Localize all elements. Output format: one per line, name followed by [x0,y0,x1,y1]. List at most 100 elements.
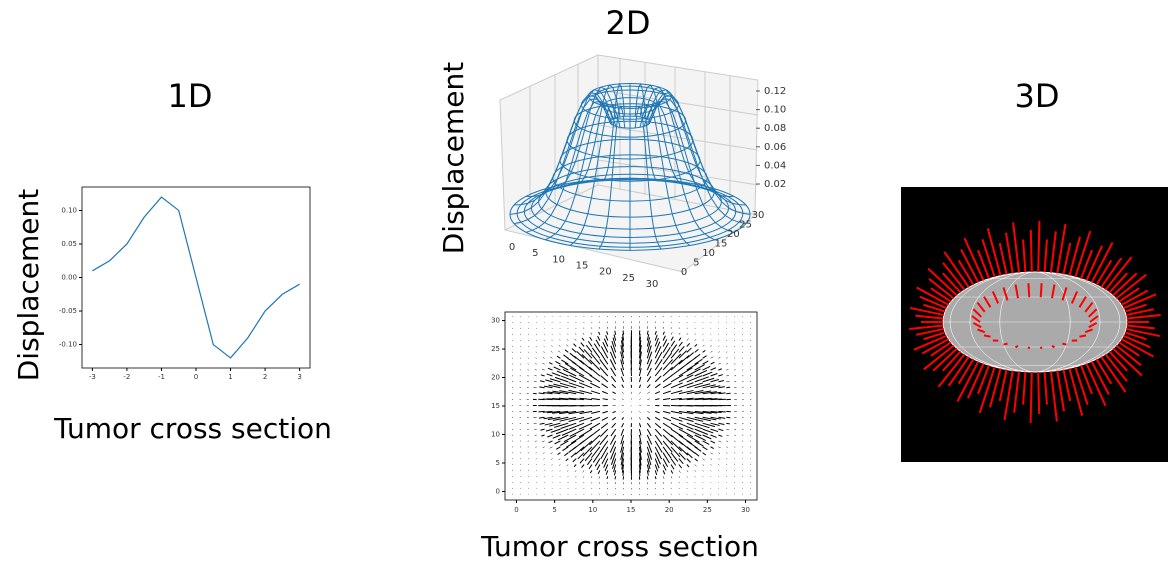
arrow [560,476,561,477]
arrow [718,465,719,466]
arrow [679,470,681,472]
line [92,197,299,358]
arrow [663,482,664,483]
arrow [655,417,660,420]
y-tick-label: 5 [693,258,699,269]
arrow [703,361,709,364]
arrow [574,465,576,467]
arrow [647,331,648,335]
arrow [573,459,576,462]
arrow [703,470,704,471]
arrow [598,336,600,340]
arrow [718,387,724,388]
arrow [601,376,608,382]
arrow [639,385,640,388]
arrow [564,453,568,456]
arrow [726,328,727,329]
arrow [540,423,545,424]
arrow [718,441,721,442]
arrow [544,465,545,466]
arrow [605,465,608,472]
arrow [575,476,576,477]
arrow [655,411,659,412]
arrow [580,459,584,464]
arrow [528,322,529,323]
arrow [622,411,624,412]
arrow [655,447,661,459]
x-tick-label: 5 [532,248,538,259]
arrow [734,316,735,317]
y-tick-label: 25 [491,345,500,353]
normal-arrow [1028,283,1029,297]
arrow [687,343,690,346]
arrow [622,399,624,400]
arrow [613,411,616,412]
arrow [602,391,608,393]
arrow [544,346,545,347]
arrow [718,435,722,436]
arrow [543,453,544,454]
arrow [606,470,608,474]
arrow [549,441,553,443]
arrow [695,354,700,358]
arrow [663,423,672,429]
arrow [711,447,714,449]
x-tick-label: 1 [228,373,232,381]
arrow [639,417,640,419]
arrow [695,344,697,346]
arrow [718,352,719,353]
arrow [703,459,705,461]
normal-arrow [1038,372,1039,414]
arrow [552,340,553,341]
normal-arrow [1063,344,1067,345]
arrow [711,380,719,382]
arrow [718,488,719,489]
arrow [612,384,616,388]
arrow [663,327,664,329]
arrow [539,387,544,388]
arrow [718,316,719,317]
arrow [663,470,665,474]
arrow [622,392,624,394]
arrow [687,470,688,472]
arrow [621,377,623,382]
arrow [607,482,608,484]
arrow [703,447,708,450]
arrow [547,374,553,376]
arrow [612,423,616,428]
arrow [568,322,569,323]
arrow [711,346,712,347]
arrow [695,359,703,364]
arrow [552,494,553,495]
arrow [560,316,561,317]
y-tick-label: 30 [752,210,765,221]
arrow [703,350,706,352]
arrow [612,417,615,420]
arrow [591,417,600,421]
arrow [726,363,728,364]
arrow [541,375,545,376]
arrow [599,327,600,329]
arrow [520,316,521,317]
arrow [559,465,560,466]
arrow [544,316,545,317]
arrow [687,482,688,483]
arrow [687,459,691,463]
arrow [639,399,640,400]
arrow [534,423,537,424]
arrow [726,381,729,382]
arrow [611,346,616,359]
arrow [655,470,657,475]
arrow [560,488,561,489]
arrow [711,441,716,443]
arrow [718,357,720,358]
y-tick-label: 20 [727,229,740,240]
arrow [703,435,712,439]
arrow [603,399,608,400]
arrow [586,345,592,352]
x-tick-label: 5 [552,506,556,514]
arrow [703,328,704,329]
arrow [534,429,536,430]
arrow [602,417,608,420]
x-axis-label: Tumor cross section [480,530,759,563]
